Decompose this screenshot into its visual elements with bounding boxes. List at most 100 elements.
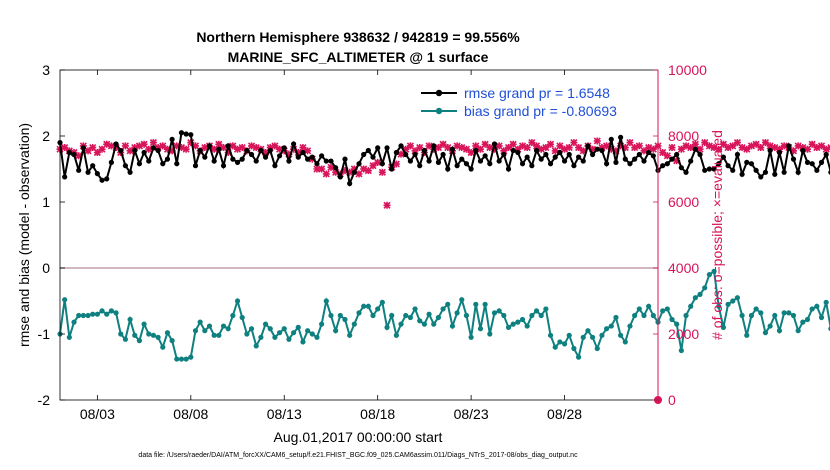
- bias-point: [314, 334, 320, 340]
- rmse-point: [174, 161, 180, 167]
- rmse-point: [333, 165, 339, 171]
- obs-count-marker: [752, 140, 760, 148]
- rmse-point: [351, 169, 357, 175]
- rmse-point: [776, 149, 783, 156]
- rmse-point: [136, 161, 143, 167]
- bias-point: [234, 298, 241, 304]
- bias-point: [524, 323, 530, 329]
- obs-count-marker: [261, 148, 270, 157]
- rmse-point: [491, 141, 498, 147]
- bias-point: [491, 310, 498, 316]
- rmse-point: [683, 169, 689, 175]
- x-tick-label: 08/28: [547, 406, 582, 422]
- bias-point: [295, 324, 301, 330]
- obs-count-marker: [757, 143, 765, 152]
- rmse-point: [248, 151, 255, 158]
- rmse-point: [80, 145, 86, 151]
- x-tick-label: 08/13: [267, 406, 302, 422]
- rmse-point: [772, 171, 778, 177]
- rmse-point: [440, 151, 446, 158]
- obs-count-marker: [495, 142, 503, 150]
- bias-point: [127, 316, 133, 323]
- rmse-point: [206, 143, 213, 149]
- rmse-point: [533, 147, 540, 154]
- bias-point: [725, 301, 731, 307]
- obs-count-marker: [406, 142, 414, 150]
- y-left-tick-label: 1: [42, 194, 50, 210]
- obs-count-marker: [346, 168, 354, 176]
- rmse-point: [141, 149, 147, 156]
- bias-point: [627, 323, 633, 329]
- rmse-point: [365, 147, 371, 154]
- rmse-point: [561, 158, 568, 164]
- rmse-point: [244, 147, 250, 154]
- obs-count-marker: [75, 152, 83, 160]
- bias-point: [202, 328, 208, 334]
- obs-count-marker: [187, 139, 195, 147]
- bias-point: [487, 331, 493, 337]
- bias-point: [711, 268, 717, 274]
- rmse-point: [90, 163, 96, 169]
- obs-count-marker: [659, 148, 667, 157]
- obs-count-marker: [514, 145, 522, 153]
- rmse-point: [524, 154, 530, 160]
- rmse-point: [477, 158, 484, 164]
- rmse-point: [781, 169, 787, 175]
- bias-point: [178, 356, 185, 362]
- bias-point: [230, 312, 236, 319]
- y-left-tick-label: 0: [42, 260, 50, 276]
- obs-count-marker: [84, 147, 92, 155]
- obs-count-marker: [252, 143, 260, 152]
- bias-point: [786, 310, 792, 316]
- bias-point: [720, 324, 727, 330]
- obs-count-marker: [392, 160, 400, 168]
- obs-count-marker: [458, 143, 466, 152]
- bias-point: [445, 301, 451, 307]
- bias-point: [85, 312, 91, 319]
- rmse-point: [319, 153, 325, 159]
- y-right-tick-label: 4000: [668, 260, 699, 276]
- bias-point: [122, 336, 129, 342]
- rmse-point: [515, 149, 521, 156]
- bias-point: [188, 354, 194, 360]
- obs-count-marker: [719, 140, 727, 148]
- rmse-point: [164, 156, 171, 162]
- bias-point: [744, 332, 750, 338]
- y-right-tick-label: 10000: [668, 62, 707, 78]
- obs-count-marker: [299, 143, 307, 152]
- bias-point: [646, 303, 652, 309]
- rmse-point: [758, 174, 764, 180]
- rmse-point: [487, 161, 493, 167]
- obs-count-marker: [612, 147, 620, 155]
- obs-count-marker: [551, 147, 559, 155]
- obs-count-marker: [103, 140, 111, 148]
- obs-count-marker: [294, 148, 302, 157]
- obs-count-marker: [803, 145, 812, 153]
- bias-point: [781, 310, 787, 316]
- bias-point: [505, 324, 512, 330]
- x-tick-label: 08/08: [173, 406, 208, 422]
- obs-count-marker: [98, 145, 106, 153]
- bias-point: [790, 312, 797, 319]
- obs-count-marker: [159, 142, 167, 150]
- obs-count-marker: [210, 145, 218, 153]
- rmse-point: [76, 167, 82, 173]
- rmse-point: [211, 158, 217, 164]
- bias-point: [412, 306, 418, 312]
- obs-count-marker: [617, 142, 625, 150]
- bias-point: [136, 338, 143, 344]
- obs-count-marker: [663, 152, 671, 160]
- bias-point: [150, 332, 157, 338]
- rmse-point: [664, 161, 670, 167]
- bias-point: [748, 312, 755, 319]
- bias-point: [220, 323, 227, 329]
- obs-count-marker: [645, 143, 653, 152]
- rmse-point: [604, 161, 610, 167]
- rmse-point: [393, 149, 399, 156]
- rmse-point: [566, 151, 572, 158]
- bias-point: [533, 308, 540, 314]
- bias-point: [618, 332, 624, 338]
- rmse-point: [94, 171, 100, 177]
- obs-count-marker: [635, 142, 643, 150]
- rmse-point: [660, 163, 666, 169]
